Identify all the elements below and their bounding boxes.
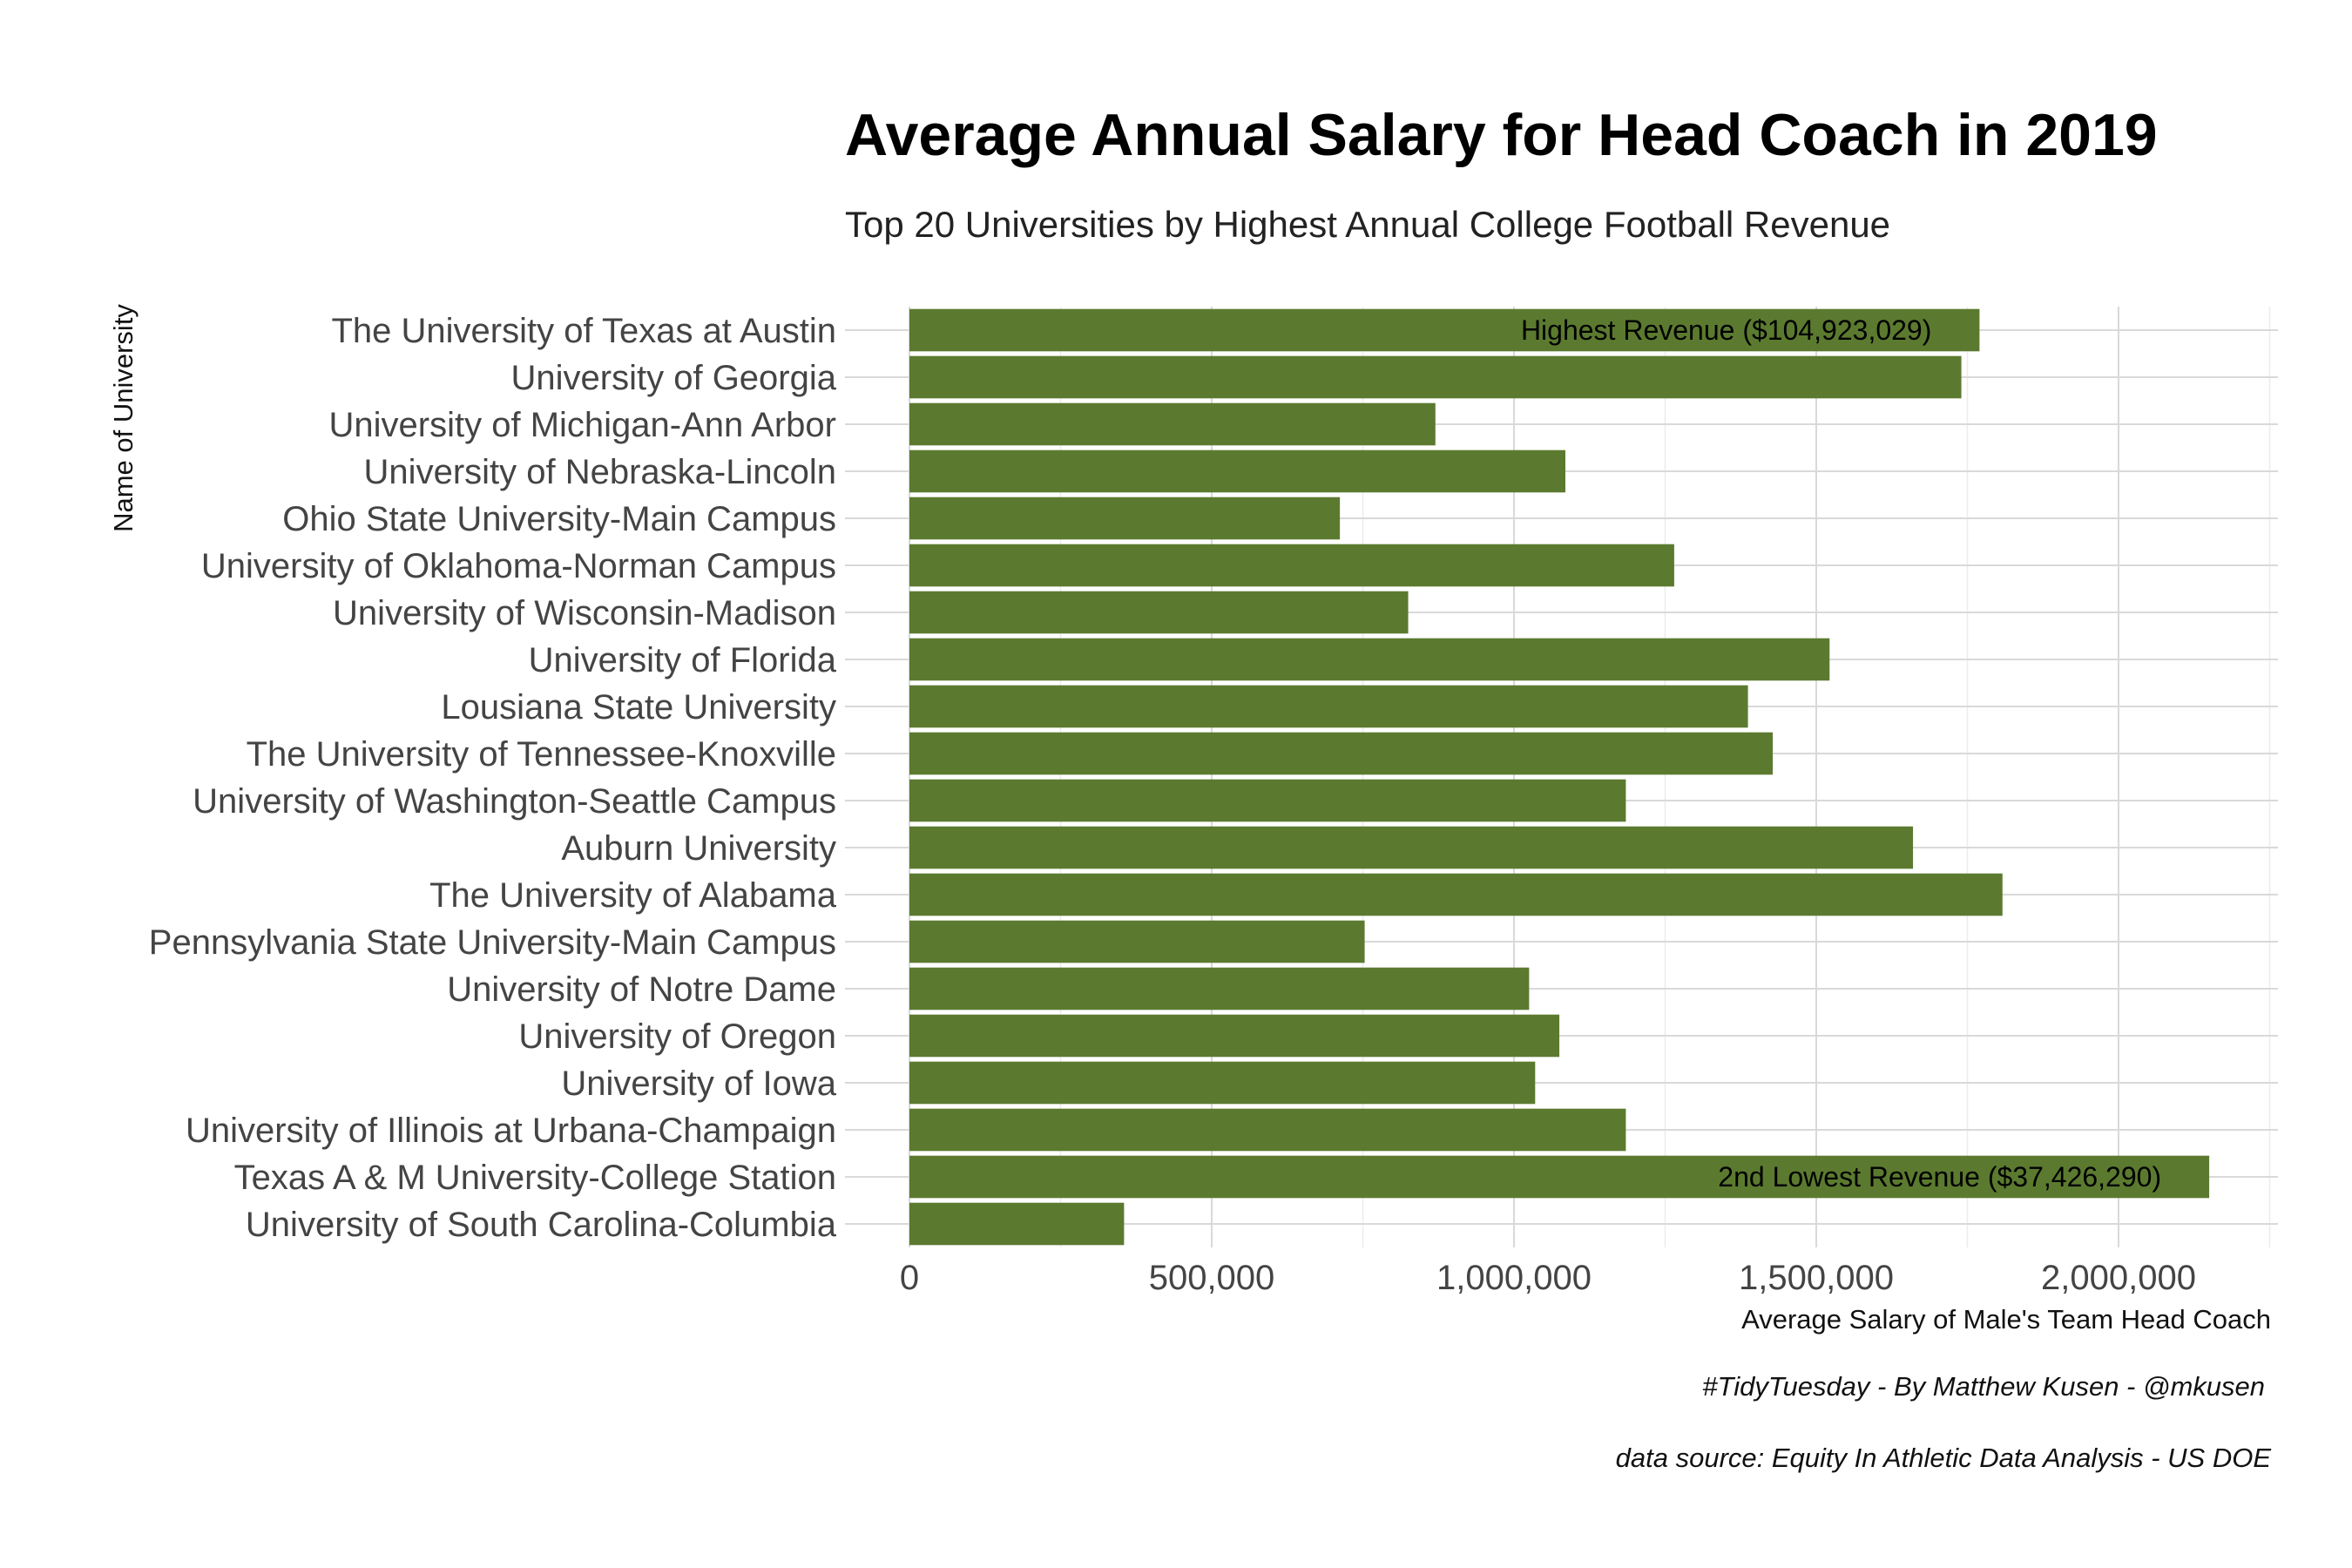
x-axis-title: Average Salary of Male's Team Head Coach — [1741, 1304, 2271, 1335]
gridlines — [845, 307, 2278, 1247]
y-tick-label: University of Illinois at Urbana-Champai… — [186, 1112, 836, 1150]
bar — [909, 449, 1565, 493]
bar — [909, 920, 1365, 963]
bar — [909, 873, 2003, 916]
bar — [909, 685, 1748, 728]
bar — [909, 308, 1980, 352]
x-tick-label: 500,000 — [1149, 1259, 1275, 1297]
x-axis-ticks: 0 500,000 1,000,000 1,500,000 2,000,000 — [900, 1259, 2196, 1297]
bar — [909, 826, 1914, 869]
y-tick-label: Texas A & M University-College Station — [234, 1159, 836, 1197]
y-axis-title: Name of University — [108, 304, 139, 532]
y-tick-label: University of Michigan-Ann Arbor — [329, 406, 836, 444]
x-tick-label: 1,000,000 — [1436, 1259, 1592, 1297]
bars-group — [909, 308, 2210, 1246]
y-tick-label: University of South Carolina-Columbia — [246, 1206, 837, 1244]
x-tick-label: 2,000,000 — [2041, 1259, 2196, 1297]
y-tick-label: Lousiana State University — [441, 688, 836, 727]
y-tick-label: University of Georgia — [511, 359, 837, 397]
y-tick-label: Ohio State University-Main Campus — [282, 500, 836, 538]
bar — [909, 591, 1409, 634]
bar — [909, 544, 1674, 587]
bar — [909, 967, 1530, 1010]
bar — [909, 732, 1774, 775]
bar — [909, 1061, 1536, 1105]
bar — [909, 497, 1341, 540]
bar-annotation: 2nd Lowest Revenue ($37,426,290) — [1718, 1161, 2161, 1193]
bar — [909, 1202, 1125, 1246]
bar — [909, 402, 1436, 446]
y-tick-label: Auburn University — [561, 829, 836, 868]
x-tick-label: 1,500,000 — [1739, 1259, 1894, 1297]
y-tick-label: Pennsylvania State University-Main Campu… — [149, 923, 836, 962]
chart-title: Average Annual Salary for Head Coach in … — [845, 102, 2158, 168]
annotations-group: Highest Revenue ($104,923,029) 2nd Lowest… — [1521, 314, 2161, 1193]
x-tick-label: 0 — [900, 1259, 919, 1297]
y-tick-label: University of Notre Dame — [447, 970, 836, 1009]
y-tick-label: University of Nebraska-Lincoln — [364, 453, 836, 491]
bar — [909, 1155, 2210, 1199]
caption-source: data source: Equity In Athletic Data Ana… — [1616, 1443, 2272, 1473]
y-tick-label: The University of Texas at Austin — [331, 312, 836, 350]
bar — [909, 779, 1626, 822]
y-tick-label: University of Washington-Seattle Campus — [193, 782, 836, 821]
bar — [909, 638, 1830, 681]
caption-credit: #TidyTuesday - By Matthew Kusen - @mkuse… — [1702, 1371, 2265, 1402]
bar — [909, 355, 1962, 399]
y-axis-ticks: The University of Texas at Austin Univers… — [149, 312, 837, 1244]
chart-subtitle: Top 20 Universities by Highest Annual Co… — [845, 204, 1890, 245]
y-tick-label: University of Wisconsin-Madison — [333, 594, 836, 632]
bar — [909, 1014, 1560, 1058]
y-tick-label: University of Florida — [529, 641, 837, 679]
y-tick-label: University of Oregon — [518, 1017, 836, 1056]
bar-annotation: Highest Revenue ($104,923,029) — [1521, 314, 1931, 346]
bar — [909, 1108, 1626, 1152]
y-tick-label: The University of Alabama — [429, 876, 837, 915]
y-tick-label: The University of Tennessee-Knoxville — [247, 735, 836, 774]
y-tick-label: University of Oklahoma-Norman Campus — [201, 547, 836, 585]
y-tick-label: University of Iowa — [561, 1064, 836, 1103]
